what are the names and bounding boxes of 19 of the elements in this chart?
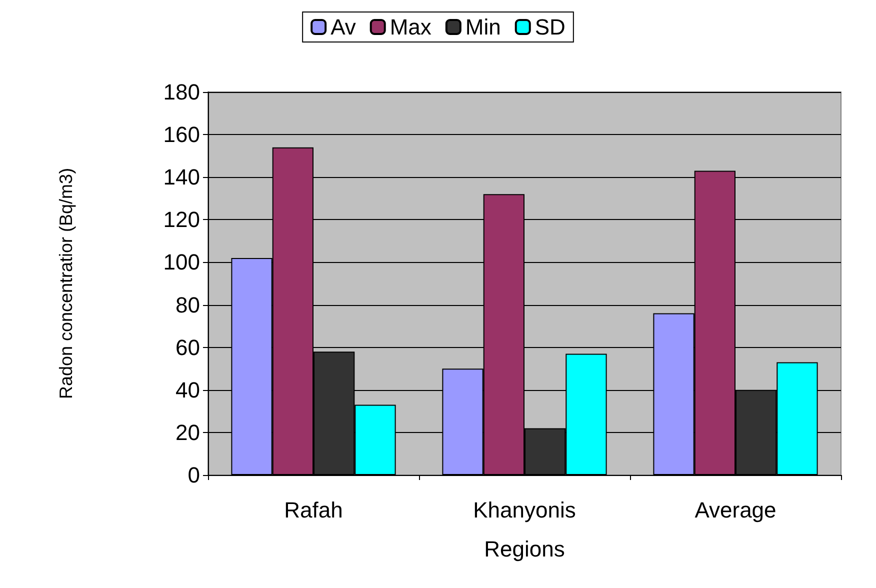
y-tick-label: 0 [188,462,200,488]
legend-label: Min [465,14,501,40]
legend-label: Max [390,14,432,40]
x-tick-label: Khanyonis [473,498,576,522]
y-tick-label: 20 [176,420,200,445]
x-axis-title: Regions [484,536,565,562]
legend-label: Av [330,14,356,40]
y-axis-title: Radon concentratior (Bq/m3) [56,168,76,400]
y-tick-label: 140 [163,164,200,190]
y-tick-label: 100 [163,250,200,275]
y-tick-label: 80 [176,292,200,318]
x-tick-label: Rafah [284,498,343,522]
y-tick-label: 60 [176,334,200,360]
y-tick-label: 40 [176,377,200,402]
y-tick-label: 160 [163,122,200,148]
y-tick-label: 180 [163,80,200,104]
legend-label: SD [534,14,566,40]
y-tick-label: 120 [163,207,200,232]
x-tick-label: Average [694,498,776,522]
